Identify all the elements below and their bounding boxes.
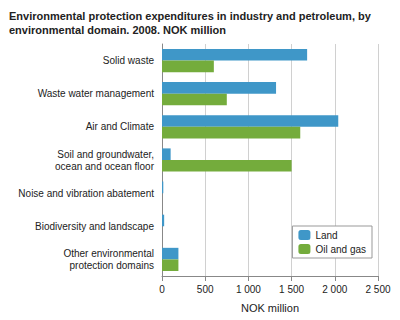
svg-text:Other environmental: Other environmental [63,248,154,259]
svg-text:environmental domain. 2008. NO: environmental domain. 2008. NOK million [9,24,226,36]
svg-text:Land: Land [315,230,337,241]
svg-text:Solid waste: Solid waste [103,55,155,66]
svg-text:500: 500 [197,284,214,295]
svg-text:2 500: 2 500 [365,284,390,295]
svg-text:ocean and ocean floor: ocean and ocean floor [55,161,155,172]
svg-text:1 500: 1 500 [279,284,304,295]
svg-text:Waste water management: Waste water management [38,88,155,99]
svg-text:Biodiversity and landscape: Biodiversity and landscape [35,221,154,232]
svg-text:Air and Climate: Air and Climate [86,121,155,132]
svg-text:Environmental protection expen: Environmental protection expenditures in… [9,10,372,22]
svg-text:0: 0 [159,284,165,295]
svg-text:NOK million: NOK million [241,302,299,314]
svg-text:1 000: 1 000 [236,284,261,295]
svg-text:protection domains: protection domains [70,260,155,271]
svg-text:Soil and groundwater,: Soil and groundwater, [57,149,154,160]
svg-text:2 000: 2 000 [322,284,347,295]
svg-text:Oil and gas: Oil and gas [315,244,366,255]
svg-text:Noise and vibration abatement: Noise and vibration abatement [18,188,154,199]
